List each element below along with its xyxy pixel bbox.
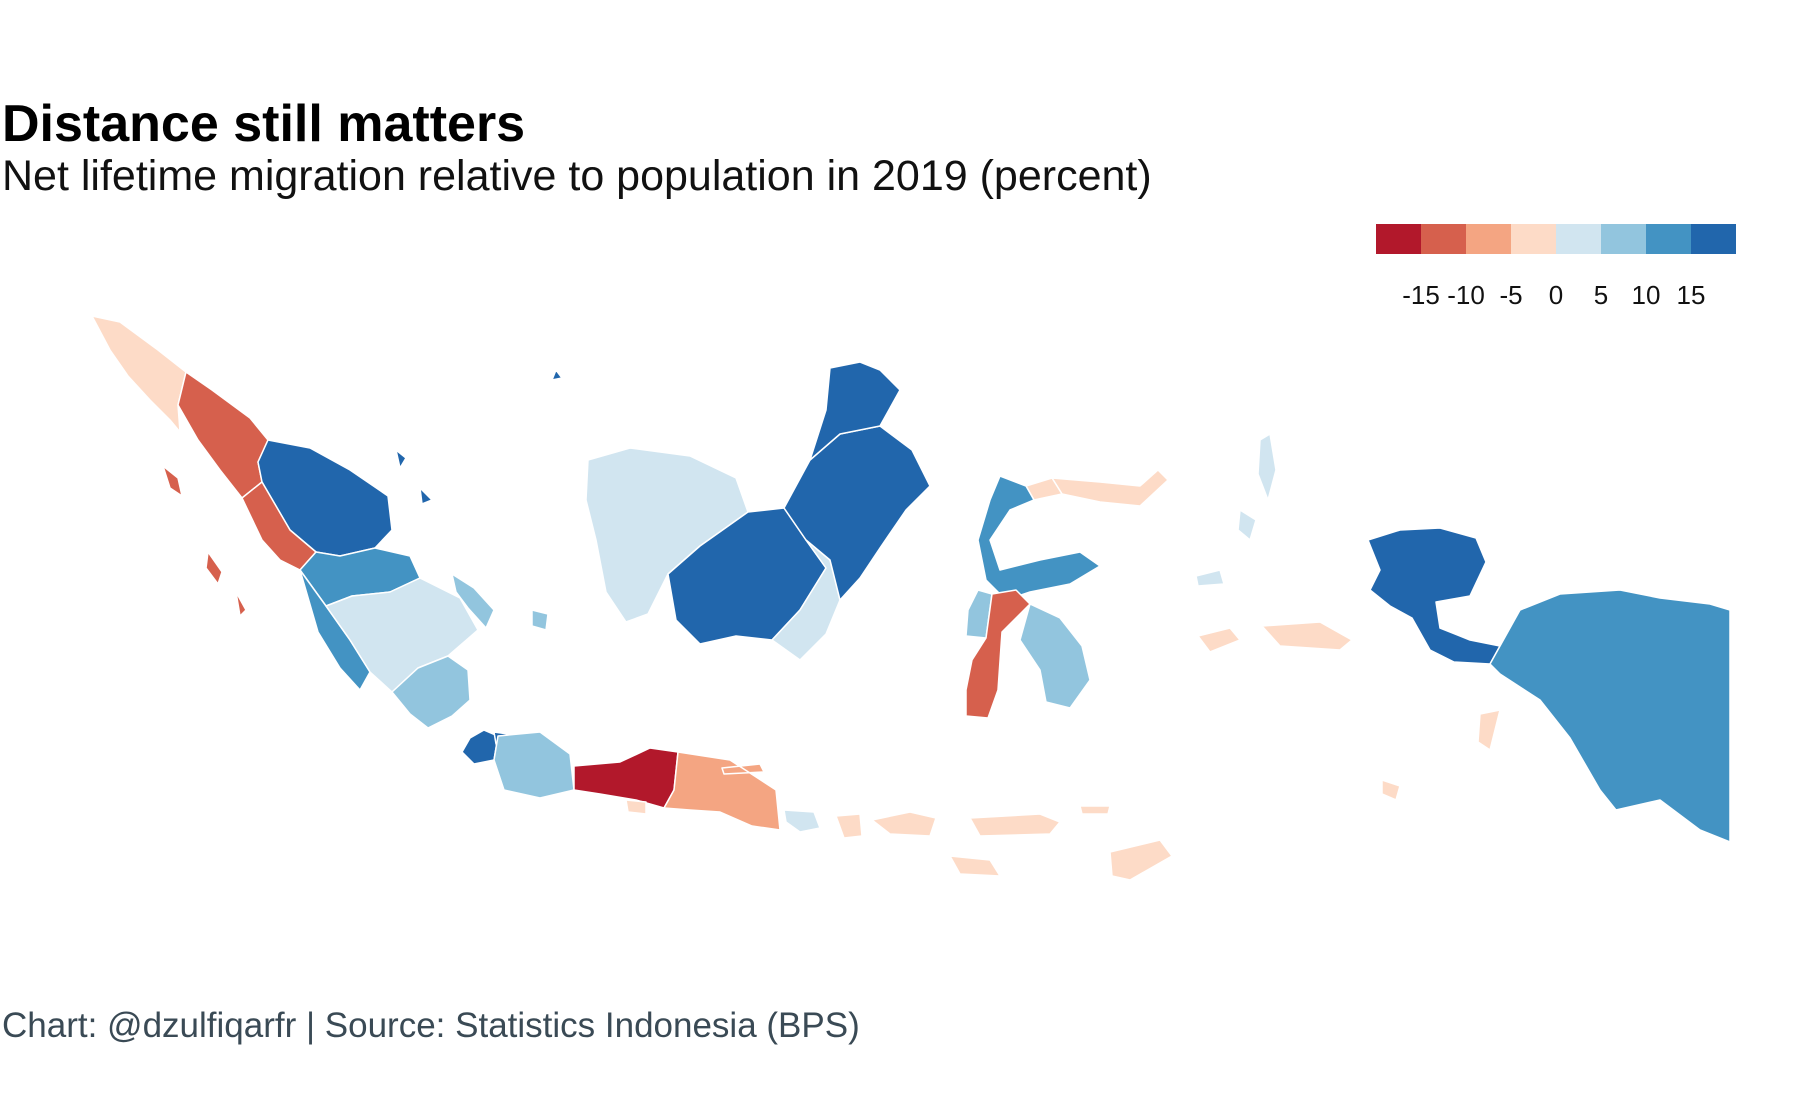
region-kalimantan-utara bbox=[809, 361, 901, 461]
region-maluku bbox=[1197, 621, 1501, 801]
chart-title: Distance still matters bbox=[2, 95, 526, 153]
legend-label: 0 bbox=[1548, 280, 1564, 310]
region-sumatera-selatan bbox=[325, 577, 479, 693]
choropleth-map bbox=[91, 315, 1731, 881]
region-papua-barat bbox=[1367, 527, 1501, 665]
chart-subtitle: Net lifetime migration relative to popul… bbox=[2, 152, 1152, 200]
legend-label: -15 bbox=[1402, 280, 1440, 310]
region-maluku-utara bbox=[1195, 433, 1277, 587]
region-nusa-tenggara-timur bbox=[949, 805, 1173, 881]
legend-swatch bbox=[1556, 224, 1601, 254]
legend-swatch bbox=[1601, 224, 1646, 254]
region-sumatera-utara bbox=[177, 371, 269, 499]
legend-label: 10 bbox=[1631, 280, 1661, 310]
legend-swatch bbox=[1646, 224, 1691, 254]
region-sulawesi-tengah bbox=[977, 475, 1101, 601]
region-sulawesi-tenggara bbox=[1019, 603, 1091, 709]
region-lampung bbox=[391, 655, 471, 729]
legend-label: -10 bbox=[1447, 280, 1485, 310]
region-jawa-tengah bbox=[573, 747, 679, 809]
region-di-yogyakarta bbox=[625, 799, 647, 815]
region-nusa-tenggara-barat bbox=[835, 811, 937, 839]
region-sulawesi-barat bbox=[965, 589, 993, 639]
region-bali bbox=[783, 809, 821, 833]
region-jawa-timur bbox=[663, 751, 781, 831]
region-papua bbox=[1489, 589, 1731, 843]
region-aceh bbox=[91, 315, 187, 433]
legend-swatch bbox=[1376, 224, 1421, 254]
region-bangka-belitung bbox=[451, 573, 549, 631]
legend-swatch bbox=[1421, 224, 1466, 254]
legend-label: 5 bbox=[1593, 280, 1609, 310]
legend-swatch bbox=[1466, 224, 1511, 254]
region-jawa-barat bbox=[493, 731, 575, 799]
region-sulawesi-selatan bbox=[965, 589, 1031, 719]
legend-label: 15 bbox=[1676, 280, 1706, 310]
legend-swatch bbox=[1511, 224, 1556, 254]
region-nias-islands bbox=[162, 465, 247, 617]
region-sulawesi-utara bbox=[1051, 469, 1169, 507]
legend-swatch bbox=[1691, 224, 1736, 254]
color-legend: -15 -10 -5 0 5 10 15 bbox=[1376, 224, 1746, 314]
region-banten bbox=[461, 729, 499, 765]
legend-label: -5 bbox=[1499, 280, 1523, 310]
source-caption: Chart: @dzulfiqarfr | Source: Statistics… bbox=[2, 1006, 860, 1045]
region-kepulauan-riau bbox=[395, 369, 563, 505]
